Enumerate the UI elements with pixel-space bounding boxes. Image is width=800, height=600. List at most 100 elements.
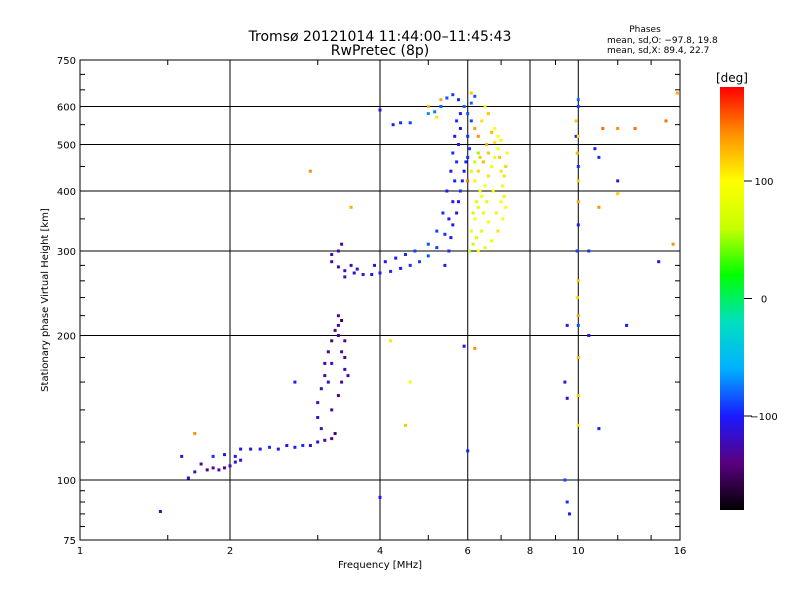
data-point-o <box>435 246 439 250</box>
data-point-x <box>616 192 620 196</box>
x-tick-label: 8 <box>527 546 533 557</box>
data-point-x <box>486 174 490 178</box>
data-point-o <box>657 260 661 264</box>
data-point-o <box>378 108 382 112</box>
data-point-o <box>568 512 571 516</box>
data-point-o <box>460 179 464 183</box>
data-point-x <box>501 184 505 188</box>
data-point-o <box>326 380 330 384</box>
data-point-x <box>439 98 443 102</box>
data-point-x <box>483 246 487 250</box>
data-point-x <box>502 194 506 198</box>
data-points <box>158 91 679 516</box>
data-point-o <box>349 263 353 267</box>
data-point-x <box>480 194 484 198</box>
data-point-x <box>308 169 312 173</box>
data-point-x <box>485 200 489 204</box>
data-point-o <box>205 468 209 472</box>
data-point-o <box>449 236 453 240</box>
data-point-o <box>445 96 449 100</box>
data-point-o <box>593 147 597 151</box>
data-point-x <box>496 229 500 233</box>
data-point-o <box>453 179 457 183</box>
data-point-o <box>457 98 460 102</box>
data-point-x <box>498 155 502 159</box>
data-point-x <box>493 127 497 130</box>
data-point-x <box>471 211 475 215</box>
data-point-o <box>186 476 190 480</box>
data-point-o <box>343 339 347 343</box>
data-point-o <box>211 466 215 470</box>
data-point-x <box>476 205 480 209</box>
data-point-o <box>466 134 470 138</box>
colorbar-tick-label: 100 <box>754 177 773 188</box>
data-point-x <box>486 220 490 224</box>
data-point-o <box>391 123 395 127</box>
stats-title: Phases <box>629 25 661 35</box>
data-point-o <box>451 200 455 204</box>
data-point-o <box>330 437 334 441</box>
data-point-o <box>445 189 449 193</box>
data-point-x <box>476 249 480 253</box>
chart-subtitle: RwPretec (8p) <box>331 43 429 59</box>
data-point-o <box>330 408 334 412</box>
data-point-o <box>323 438 327 442</box>
data-point-o <box>426 112 430 116</box>
data-point-o <box>563 380 567 384</box>
data-point-o <box>458 189 462 193</box>
data-point-o <box>346 374 350 378</box>
data-point-o <box>451 93 455 97</box>
y-tick-label: 75 <box>63 536 76 547</box>
data-point-o <box>563 478 567 482</box>
data-point-o <box>451 151 455 155</box>
data-point-o <box>330 361 334 365</box>
data-point-o <box>249 447 253 451</box>
data-point-o <box>330 339 334 343</box>
data-point-o <box>383 260 387 264</box>
data-point-x <box>475 200 479 204</box>
data-point-x <box>483 105 487 108</box>
data-point-x <box>481 160 485 164</box>
data-point-o <box>343 269 347 273</box>
data-point-x <box>501 217 505 221</box>
data-point-o <box>576 323 580 327</box>
data-point-o <box>625 323 629 327</box>
data-point-o <box>336 334 340 337</box>
data-point-o <box>316 401 320 405</box>
data-point-o <box>565 323 569 327</box>
data-point-o <box>370 273 374 276</box>
data-point-x <box>480 229 484 233</box>
data-point-o <box>466 112 470 116</box>
x-tick-label: 4 <box>377 546 383 557</box>
data-point-x <box>671 242 675 246</box>
data-point-x <box>490 130 494 134</box>
data-point-o <box>441 211 445 215</box>
data-point-o <box>330 260 334 264</box>
data-point-o <box>576 223 580 227</box>
data-point-o <box>565 396 569 400</box>
data-point-o <box>301 444 305 447</box>
colorbar-unit: [deg] <box>716 71 748 85</box>
data-point-x <box>408 380 412 384</box>
data-point-o <box>373 263 376 267</box>
data-point-o <box>447 217 451 221</box>
data-point-o <box>455 119 459 123</box>
data-point-x <box>471 242 475 246</box>
y-tick-label: 400 <box>57 187 76 198</box>
x-tick-label: 2 <box>227 546 233 557</box>
data-point-o <box>466 449 470 453</box>
data-point-x <box>575 151 579 155</box>
data-point-x <box>473 217 477 221</box>
data-point-o <box>451 223 455 227</box>
data-point-o <box>457 200 460 204</box>
data-point-o <box>443 232 447 236</box>
data-point-o <box>399 266 403 270</box>
data-point-x <box>597 205 601 209</box>
data-point-o <box>340 350 344 354</box>
data-point-o <box>336 323 340 327</box>
data-point-x <box>633 127 637 130</box>
data-point-o <box>389 269 393 273</box>
data-point-o <box>355 267 359 271</box>
data-point-o <box>458 112 462 116</box>
data-point-o <box>340 319 344 322</box>
